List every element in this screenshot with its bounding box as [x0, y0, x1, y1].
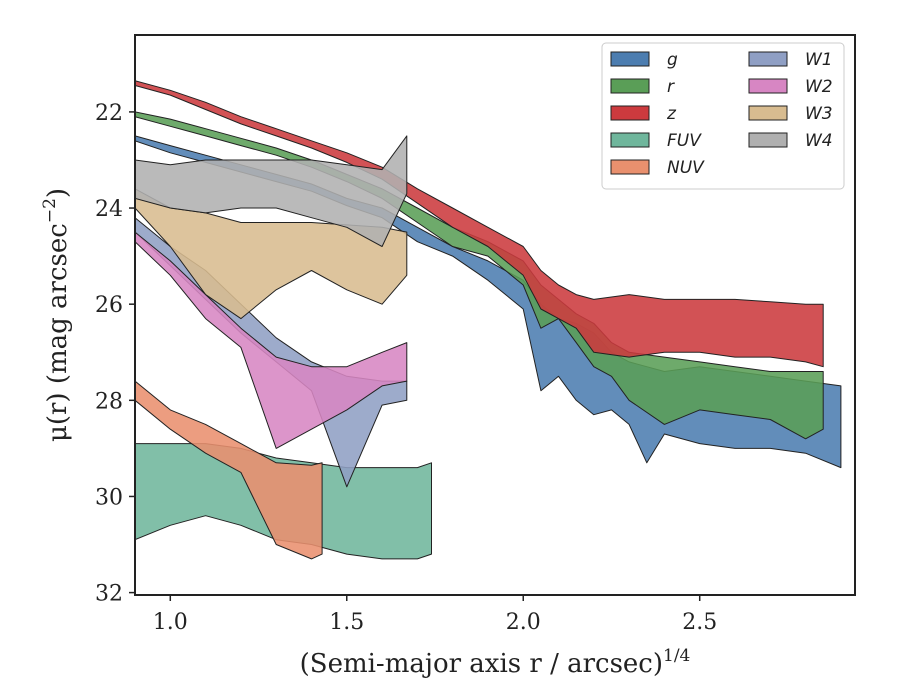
x-tick-label: 2.5 — [682, 610, 717, 635]
legend-label-w3: W3 — [805, 104, 833, 124]
x-tick-label: 1.5 — [329, 610, 364, 635]
legend-label-w1: W1 — [805, 50, 833, 70]
legend-label-w2: W2 — [805, 77, 833, 97]
legend-label-z: z — [666, 104, 677, 124]
legend: grz FUV NUV W1 W2 W3 W4 — [601, 42, 845, 190]
band-nuv — [135, 380, 323, 560]
legend-swatch-w1 — [748, 51, 788, 67]
y-axis-label: μ(r) (mag arcsec−2) — [40, 188, 73, 442]
x-axis-ticks: 1.0 1.5 2.0 2.5 — [153, 595, 717, 635]
legend-label-r: r — [667, 77, 675, 97]
y-tick-label: 26 — [95, 293, 123, 318]
band-w4 — [135, 135, 408, 247]
legend-swatch-w2 — [748, 78, 788, 94]
y-tick-label: 30 — [95, 485, 123, 510]
legend-label-g: g — [667, 50, 678, 70]
legend-swatch-z — [610, 105, 650, 121]
y-tick-label: 22 — [95, 101, 123, 126]
legend-swatch-fuv — [610, 132, 650, 148]
profile-bands — [135, 80, 842, 560]
x-tick-label: 1.0 — [153, 610, 188, 635]
plot-frame — [134, 34, 856, 596]
legend-swatch-w3 — [748, 105, 788, 121]
legend-label-nuv: NUV — [667, 158, 705, 178]
x-axis-label: (Semi-major axis r / arcsec)1/4 — [300, 646, 691, 679]
legend-swatch-g — [610, 51, 650, 67]
legend-swatch-r — [610, 78, 650, 94]
band-w3 — [135, 188, 408, 320]
x-tick-label: 2.0 — [506, 610, 541, 635]
legend-swatch-w4 — [748, 132, 788, 148]
legend-label-fuv: FUV — [667, 131, 702, 151]
legend-label-w4: W4 — [805, 131, 833, 151]
band-w2 — [135, 231, 408, 449]
y-tick-label: 32 — [95, 582, 123, 607]
legend-swatch-nuv — [610, 159, 650, 175]
y-axis-ticks: 22 24 26 28 30 32 — [95, 101, 135, 607]
y-tick-label: 28 — [95, 389, 123, 414]
y-tick-label: 24 — [95, 197, 123, 222]
